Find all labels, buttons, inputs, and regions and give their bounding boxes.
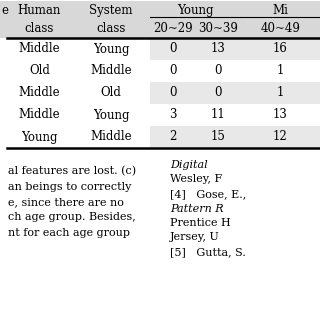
Text: System: System bbox=[89, 4, 133, 17]
Bar bbox=[150, 104, 320, 126]
Text: Middle: Middle bbox=[19, 43, 60, 55]
Bar bbox=[150, 60, 320, 82]
Text: [5]   Gutta, S.: [5] Gutta, S. bbox=[170, 247, 246, 257]
Text: Jersey, U: Jersey, U bbox=[170, 233, 220, 243]
Text: 0: 0 bbox=[214, 65, 222, 77]
Text: Middle: Middle bbox=[19, 86, 60, 100]
Text: 20~29: 20~29 bbox=[153, 22, 192, 36]
Text: e: e bbox=[1, 4, 8, 17]
Text: [4]   Gose, E.,: [4] Gose, E., bbox=[170, 189, 246, 199]
Bar bbox=[0, 20, 320, 38]
Bar bbox=[0, 1, 320, 20]
Text: e, since there are no: e, since there are no bbox=[8, 197, 124, 207]
Text: 13: 13 bbox=[273, 108, 288, 122]
Text: Old: Old bbox=[29, 65, 50, 77]
Text: Middle: Middle bbox=[19, 108, 60, 122]
Text: Young: Young bbox=[21, 131, 58, 143]
Text: 16: 16 bbox=[273, 43, 288, 55]
Text: 0: 0 bbox=[214, 86, 222, 100]
Text: 0: 0 bbox=[169, 43, 176, 55]
Text: an beings to correctly: an beings to correctly bbox=[8, 181, 132, 191]
Text: 1: 1 bbox=[277, 65, 284, 77]
Text: 3: 3 bbox=[169, 108, 176, 122]
Text: Old: Old bbox=[100, 86, 121, 100]
Bar bbox=[150, 126, 320, 148]
Bar bbox=[150, 38, 320, 60]
Text: Young: Young bbox=[177, 4, 214, 17]
Text: 11: 11 bbox=[211, 108, 225, 122]
Text: Middle: Middle bbox=[90, 131, 132, 143]
Text: Prentice H: Prentice H bbox=[170, 218, 231, 228]
Text: Young: Young bbox=[93, 108, 129, 122]
Text: 12: 12 bbox=[273, 131, 288, 143]
Text: 1: 1 bbox=[277, 86, 284, 100]
Text: Middle: Middle bbox=[90, 65, 132, 77]
Text: Digital: Digital bbox=[170, 160, 208, 170]
Text: 13: 13 bbox=[211, 43, 225, 55]
Text: 30~39: 30~39 bbox=[198, 22, 238, 36]
Text: Pattern R: Pattern R bbox=[170, 204, 224, 213]
Text: 40~49: 40~49 bbox=[260, 22, 300, 36]
Bar bbox=[150, 82, 320, 104]
Text: 2: 2 bbox=[169, 131, 176, 143]
Text: class: class bbox=[25, 22, 54, 36]
Text: Wesley, F: Wesley, F bbox=[170, 174, 222, 185]
Text: Human: Human bbox=[18, 4, 61, 17]
Text: 0: 0 bbox=[169, 65, 176, 77]
Text: 15: 15 bbox=[211, 131, 225, 143]
Text: al features are lost. (c): al features are lost. (c) bbox=[8, 166, 136, 176]
Text: Young: Young bbox=[93, 43, 129, 55]
Text: Mi: Mi bbox=[273, 4, 288, 17]
Text: ch age group. Besides,: ch age group. Besides, bbox=[8, 212, 136, 222]
Text: 0: 0 bbox=[169, 86, 176, 100]
Text: nt for each age group: nt for each age group bbox=[8, 228, 130, 238]
Text: class: class bbox=[96, 22, 126, 36]
